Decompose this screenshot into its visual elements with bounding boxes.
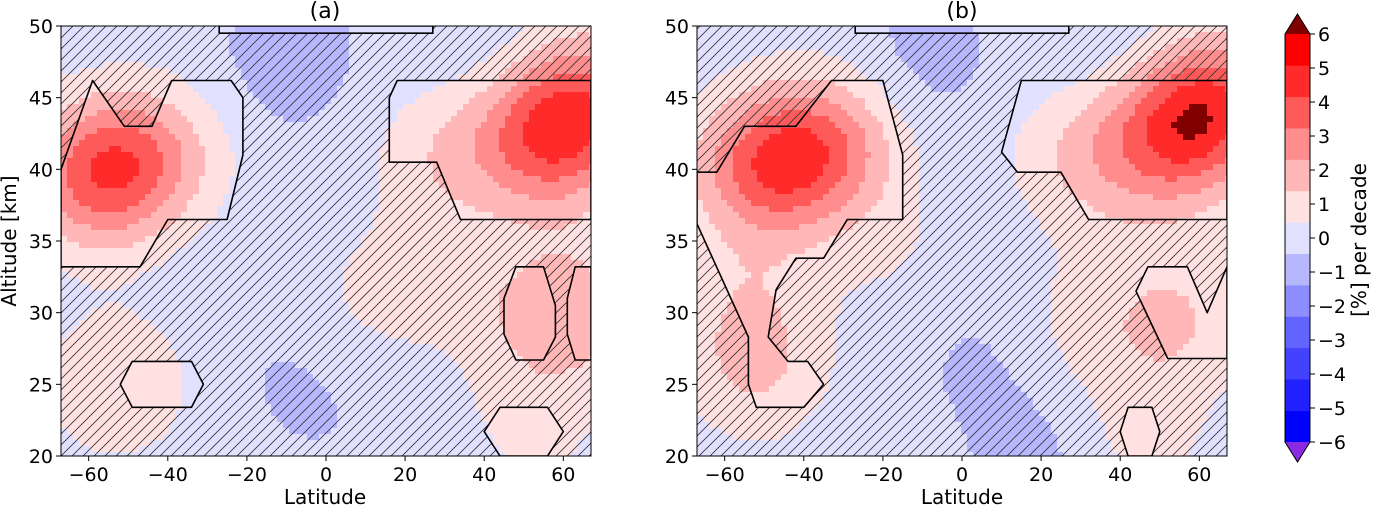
panel-a-title: (a) [310, 0, 341, 24]
panel-a-field [61, 26, 591, 456]
